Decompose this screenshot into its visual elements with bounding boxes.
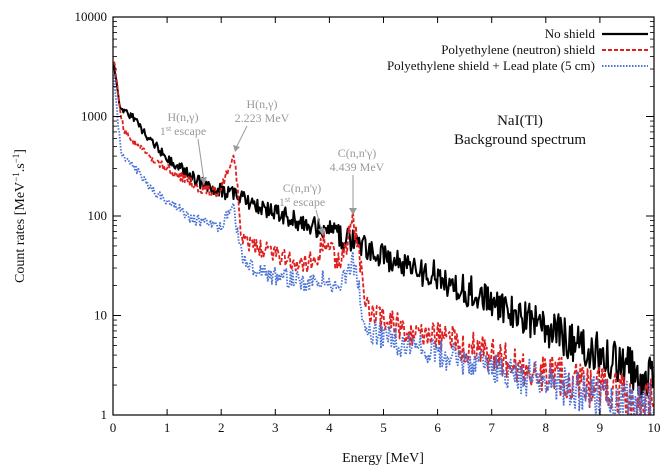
x-tick-label: 2 [218, 420, 225, 435]
x-tick-label: 3 [272, 420, 279, 435]
x-axis-label: Energy [MeV] [342, 451, 424, 465]
y-tick-label: 1 [101, 407, 108, 422]
x-tick-label: 0 [110, 420, 117, 435]
annotation-c-escape-line1: C(n,n'γ) [283, 181, 321, 195]
x-tick-label: 10 [648, 420, 661, 435]
x-tick-label: 6 [434, 420, 441, 435]
annotation-h-escape-line2: 1st escape [160, 124, 206, 139]
annotation-h-2223-arrow [235, 125, 248, 149]
annotation-c-4439-line1: C(n,n'γ) [338, 146, 376, 160]
series-line-2 [113, 74, 654, 415]
annotation-h-2223-line2: 2.223 MeV [235, 111, 290, 125]
x-tick-label: 9 [597, 420, 604, 435]
annotation-c-escape-arrowhead [318, 228, 325, 236]
x-tick-label: 8 [543, 420, 550, 435]
x-tick-label: 7 [488, 420, 495, 435]
annotation-c-4439-line2: 4.439 MeV [330, 160, 385, 174]
annotation-h-escape-arrowhead [200, 177, 207, 185]
legend-label-polyethylene: Polyethylene (neutron) shield [441, 42, 595, 57]
annotation-c-escape-line2: 1st escape [279, 195, 325, 210]
annotation-c-escape-arrow [315, 209, 323, 233]
x-tick-label: 1 [164, 420, 171, 435]
y-tick-label: 1000 [81, 109, 107, 124]
y-axis-label: Count rates [MeV−1.s−1] [11, 149, 28, 283]
annotations: H(n,γ) 1st escape H(n,γ) 2.223 MeV C(n,n… [160, 97, 385, 236]
x-tick-label: 5 [380, 420, 387, 435]
legend: No shield Polyethylene (neutron) shield … [387, 26, 648, 73]
legend-label-poly-lead: Polyethylene shield + Lead plate (5 cm) [387, 58, 595, 73]
annotation-h-2223-line1: H(n,γ) [247, 97, 278, 111]
annotation-h-escape-line1: H(n,γ) [168, 110, 199, 124]
x-tick-label: 4 [326, 420, 333, 435]
chart-subtitle: Background spectrum [454, 132, 586, 148]
chart-title: NaI(Tl) [497, 113, 543, 129]
y-tick-label: 10000 [75, 9, 108, 24]
y-tick-label: 10 [94, 308, 107, 323]
plot-frame [112, 16, 655, 416]
legend-label-no-shield: No shield [545, 26, 596, 41]
y-tick-label: 100 [88, 208, 108, 223]
annotation-h-2223-arrowhead [233, 145, 240, 152]
annotation-h-escape-arrow [197, 138, 205, 182]
annotation-c-4439-arrowhead [349, 208, 357, 215]
